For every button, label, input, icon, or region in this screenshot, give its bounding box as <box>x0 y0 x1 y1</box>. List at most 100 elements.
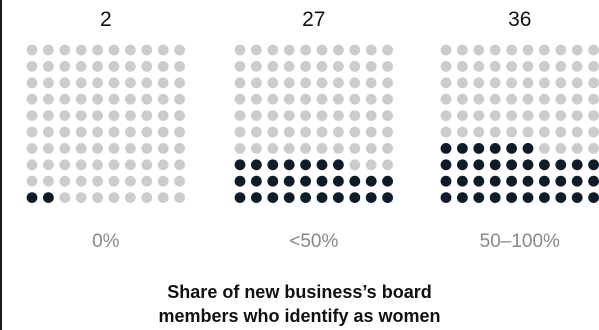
filled-dot <box>283 192 295 204</box>
empty-dot <box>43 143 54 154</box>
filled-dot <box>522 175 534 187</box>
empty-dot <box>349 93 361 105</box>
filled-dot <box>267 175 279 187</box>
empty-dot <box>75 77 87 89</box>
empty-dot <box>283 77 295 89</box>
filled-dot <box>440 159 452 171</box>
empty-dot <box>174 143 186 154</box>
category-label: <50% <box>289 231 338 252</box>
empty-dot <box>382 44 393 56</box>
filled-dot <box>506 175 517 187</box>
filled-dot <box>300 159 311 171</box>
empty-dot <box>440 93 452 105</box>
empty-dot <box>141 61 153 72</box>
empty-dot <box>26 77 38 89</box>
empty-dot <box>333 61 344 72</box>
empty-dot <box>124 192 136 204</box>
empty-dot <box>108 77 120 89</box>
empty-dot <box>457 110 468 121</box>
empty-dot <box>251 44 262 56</box>
empty-dot <box>108 192 120 204</box>
filled-dot <box>571 175 583 187</box>
empty-dot <box>473 93 485 105</box>
empty-dot <box>283 126 295 138</box>
empty-dot <box>283 61 295 72</box>
filled-dot <box>251 159 262 171</box>
empty-dot <box>489 93 501 105</box>
empty-dot <box>283 110 295 121</box>
empty-dot <box>300 126 311 138</box>
filled-dot <box>267 192 279 204</box>
empty-dot <box>555 61 567 72</box>
empty-dot <box>522 126 534 138</box>
empty-dot <box>473 110 485 121</box>
empty-dot <box>92 44 103 56</box>
filled-dot <box>571 159 583 171</box>
empty-dot <box>43 93 54 105</box>
filled-dot <box>555 159 567 171</box>
empty-dot <box>365 44 377 56</box>
empty-dot <box>75 143 87 154</box>
filled-dot <box>440 143 452 154</box>
empty-dot <box>59 192 71 204</box>
empty-dot <box>124 126 136 138</box>
empty-dot <box>365 143 377 154</box>
empty-dot <box>571 143 583 154</box>
filled-dot <box>300 192 311 204</box>
empty-dot <box>539 126 550 138</box>
empty-dot <box>333 44 344 56</box>
empty-dot <box>75 44 87 56</box>
filled-dot <box>506 143 517 154</box>
empty-dot <box>365 110 377 121</box>
empty-dot <box>539 44 550 56</box>
empty-dot <box>440 61 452 72</box>
empty-dot <box>555 143 567 154</box>
x-axis-title-line-2: members who identify as women <box>158 306 441 326</box>
empty-dot <box>267 143 279 154</box>
filled-dot <box>555 175 567 187</box>
empty-dot <box>489 77 501 89</box>
filled-dot <box>555 192 567 204</box>
empty-dot <box>75 192 87 204</box>
empty-dot <box>157 126 169 138</box>
filled-dot <box>506 159 517 171</box>
empty-dot <box>382 93 393 105</box>
filled-dot <box>539 192 550 204</box>
filled-dot <box>457 143 468 154</box>
empty-dot <box>522 61 534 72</box>
empty-dot <box>382 143 393 154</box>
empty-dot <box>555 44 567 56</box>
empty-dot <box>316 126 328 138</box>
empty-dot <box>473 126 485 138</box>
empty-dot <box>157 110 169 121</box>
empty-dot <box>457 77 468 89</box>
filled-dot <box>316 175 328 187</box>
empty-dot <box>349 143 361 154</box>
empty-dot <box>174 126 186 138</box>
empty-dot <box>267 77 279 89</box>
empty-dot <box>141 159 153 171</box>
empty-dot <box>59 159 71 171</box>
empty-dot <box>555 110 567 121</box>
empty-dot <box>300 44 311 56</box>
empty-dot <box>473 77 485 89</box>
empty-dot <box>539 143 550 154</box>
filled-dot <box>267 159 279 171</box>
filled-dot <box>365 192 377 204</box>
filled-dot <box>234 159 246 171</box>
empty-dot <box>489 44 501 56</box>
empty-dot <box>571 110 583 121</box>
empty-dot <box>555 126 567 138</box>
empty-dot <box>26 175 38 187</box>
empty-dot <box>283 143 295 154</box>
waffle-chart: 2 0% 27 <50% 36 50–100% <box>26 8 599 252</box>
empty-dot <box>457 61 468 72</box>
empty-dot <box>141 126 153 138</box>
filled-dot <box>539 159 550 171</box>
filled-dot <box>457 159 468 171</box>
empty-dot <box>43 77 54 89</box>
filled-dot <box>489 159 501 171</box>
empty-dot <box>92 126 103 138</box>
empty-dot <box>349 77 361 89</box>
empty-dot <box>59 110 71 121</box>
